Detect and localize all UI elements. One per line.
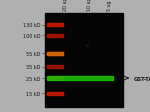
Bar	[46, 24, 63, 27]
Bar	[46, 52, 63, 56]
Text: 100 kD: 100 kD	[23, 33, 40, 39]
Text: 10 ug: 10 ug	[87, 0, 93, 11]
Bar	[46, 92, 63, 95]
Text: 55 kD: 55 kD	[26, 51, 40, 56]
Text: 130 kD: 130 kD	[23, 23, 40, 28]
Text: 25 kD: 25 kD	[26, 76, 40, 81]
Bar	[46, 77, 112, 80]
Bar	[45, 13, 123, 108]
Bar	[46, 77, 63, 80]
Bar	[46, 53, 63, 55]
Bar	[46, 66, 63, 68]
Text: GST-TAP: GST-TAP	[134, 76, 150, 81]
Bar	[46, 35, 63, 37]
Text: 20 ug: 20 ug	[63, 0, 69, 11]
Text: 35 kD: 35 kD	[26, 65, 40, 70]
Text: 15 kD: 15 kD	[26, 91, 40, 96]
Text: 5 ug: 5 ug	[107, 1, 112, 11]
